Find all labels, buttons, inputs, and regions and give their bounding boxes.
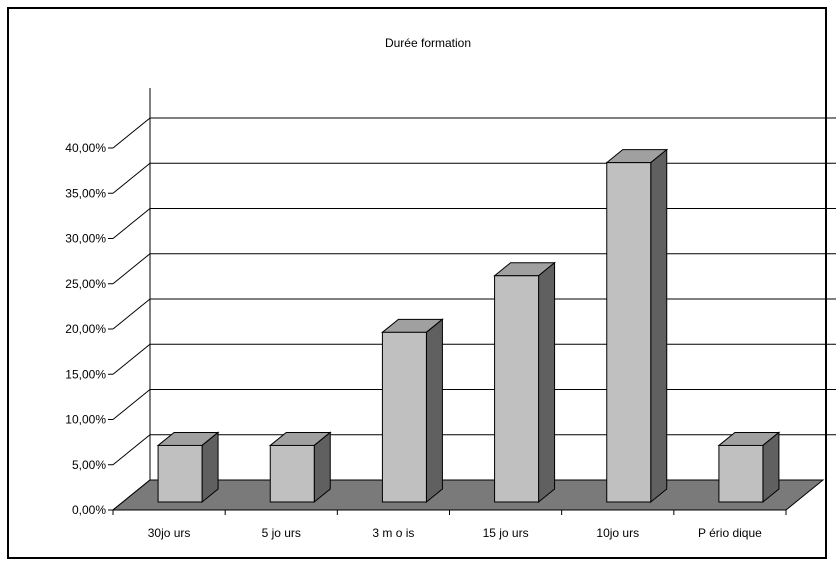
bar-side-face bbox=[313, 431, 331, 504]
bar-front-face bbox=[157, 444, 203, 503]
gridline-depth bbox=[112, 208, 151, 239]
y-tick-label: 30,00% bbox=[65, 232, 106, 246]
bars bbox=[156, 148, 781, 504]
x-tick-label: 30jo urs bbox=[148, 526, 191, 540]
bar-front-face bbox=[494, 275, 540, 503]
x-axis-tick-labels: 30jo urs 5 jo urs 3 m o is 15 jo urs 10jo ur… bbox=[112, 510, 787, 540]
bar bbox=[156, 431, 220, 504]
y-axis-tick-labels: 0,00% 5,00% 10,00% 15,00% 20,00% 25,00% 30,00%… bbox=[65, 141, 113, 517]
bar bbox=[381, 318, 444, 504]
bar-front-face bbox=[381, 331, 427, 503]
chart-title: Durée formation bbox=[385, 36, 471, 50]
bar-side-face bbox=[538, 261, 556, 504]
x-tick-label: 5 jo urs bbox=[262, 526, 301, 540]
x-tick-label: 3 m o is bbox=[372, 526, 414, 540]
y-tick-label: 15,00% bbox=[65, 367, 106, 381]
bar bbox=[605, 148, 669, 504]
y-tick-label: 20,00% bbox=[65, 322, 106, 336]
gridline-depth bbox=[112, 389, 151, 420]
y-tick-label: 0,00% bbox=[72, 503, 106, 517]
y-tick-label: 10,00% bbox=[65, 413, 106, 427]
gridline-depth bbox=[112, 253, 151, 285]
bar bbox=[268, 431, 332, 504]
bar-front-face bbox=[718, 444, 764, 503]
y-tick-label: 35,00% bbox=[65, 186, 106, 200]
bar bbox=[493, 261, 556, 504]
bar bbox=[717, 431, 781, 504]
bar-side-face bbox=[650, 148, 668, 504]
bar-front-face bbox=[269, 444, 315, 503]
gridline-depth bbox=[112, 298, 151, 330]
x-tick-label: 10jo urs bbox=[596, 526, 639, 540]
chart-floor bbox=[111, 479, 825, 511]
gridline-depth bbox=[112, 117, 151, 149]
x-tick-label: P ério dique bbox=[698, 526, 762, 540]
bar-side-face bbox=[201, 431, 219, 504]
chart-walls bbox=[112, 88, 151, 511]
y-tick-label: 25,00% bbox=[65, 277, 106, 291]
bar-front-face bbox=[606, 162, 652, 503]
bar-side-face bbox=[762, 431, 780, 504]
gridline-depth bbox=[112, 162, 151, 194]
left-wall-edge bbox=[112, 88, 151, 511]
y-tick-label: 5,00% bbox=[72, 458, 106, 472]
gridline-depth bbox=[112, 434, 151, 466]
floor-plane bbox=[111, 479, 825, 511]
x-tick-label: 15 jo urs bbox=[483, 526, 529, 540]
bar-side-face bbox=[425, 318, 443, 504]
gridline-depth bbox=[112, 343, 151, 375]
y-tick-label: 40,00% bbox=[65, 141, 106, 155]
